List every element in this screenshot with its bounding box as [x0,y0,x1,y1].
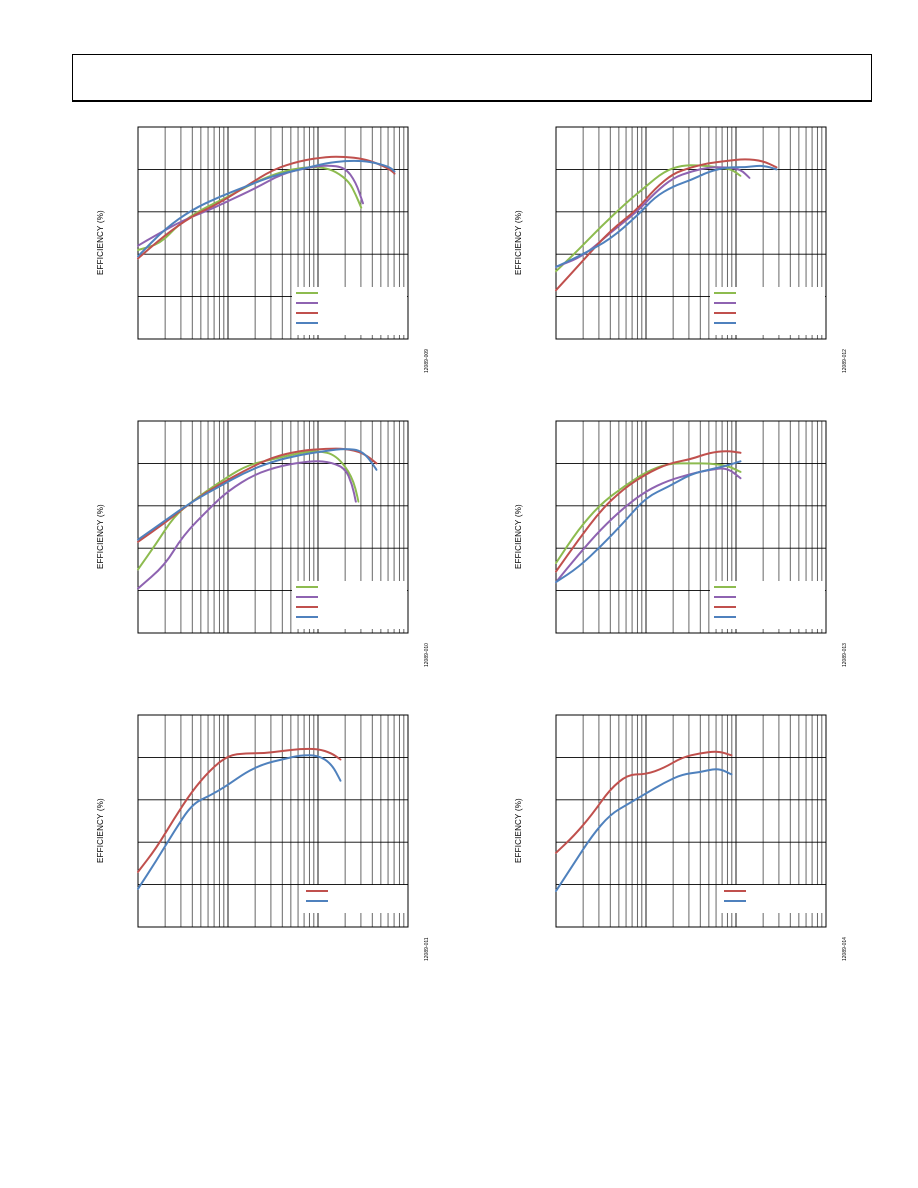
legend-box [710,581,825,629]
y-axis-label: EFFICIENCY (%) [96,798,105,863]
legend-box [302,885,407,913]
chart-plot-area [137,420,409,634]
figure-id: 12089-009 [424,349,430,373]
y-axis-label: EFFICIENCY (%) [514,210,523,275]
series-line-1 [137,166,363,251]
chart-plot-area [555,714,827,928]
plot-frame [137,420,409,634]
series-line-4 [137,159,396,258]
y-axis-label: EFFICIENCY (%) [514,798,523,863]
series-line-2 [137,164,364,247]
efficiency-chart-4 [555,420,827,634]
series-line-3 [137,447,378,543]
series-line-3 [137,155,396,260]
series-line-2 [555,166,751,268]
series-line-3 [555,450,742,573]
legend-box [292,287,407,335]
chart-plot-area [555,420,827,634]
plot-frame [555,714,827,928]
efficiency-chart-5 [137,714,409,928]
figure-id: 12089-011 [424,937,430,961]
chart-plot-area [137,126,409,340]
figure-id: 12089-014 [842,937,848,961]
efficiency-chart-2 [555,126,827,340]
series-line-1 [137,747,342,873]
y-axis-label: EFFICIENCY (%) [514,504,523,569]
y-axis-label: EFFICIENCY (%) [96,504,105,569]
page-header-box [72,54,872,102]
series-line-2 [137,754,342,890]
series-line-4 [555,460,742,584]
chart-plot-area [555,126,827,340]
figure-id: 12089-010 [424,643,430,667]
legend-box [710,287,825,335]
figure-id: 12089-013 [842,643,848,667]
legend-box [292,581,407,629]
series-line-1 [555,750,733,854]
efficiency-chart-6 [555,714,827,928]
series-line-2 [555,768,733,892]
series-line-3 [555,158,778,292]
series-line-4 [555,164,778,268]
figure-id: 12089-012 [842,349,848,373]
plot-frame [137,714,409,928]
efficiency-chart-1 [137,126,409,340]
series-line-2 [555,467,742,584]
y-axis-label: EFFICIENCY (%) [96,210,105,275]
plot-frame [137,126,409,340]
legend-box [720,885,825,913]
plot-frame [555,420,827,634]
series-line-4 [137,448,378,541]
efficiency-chart-3 [137,420,409,634]
plot-frame [555,126,827,340]
series-line-2 [137,460,357,590]
chart-plot-area [137,714,409,928]
